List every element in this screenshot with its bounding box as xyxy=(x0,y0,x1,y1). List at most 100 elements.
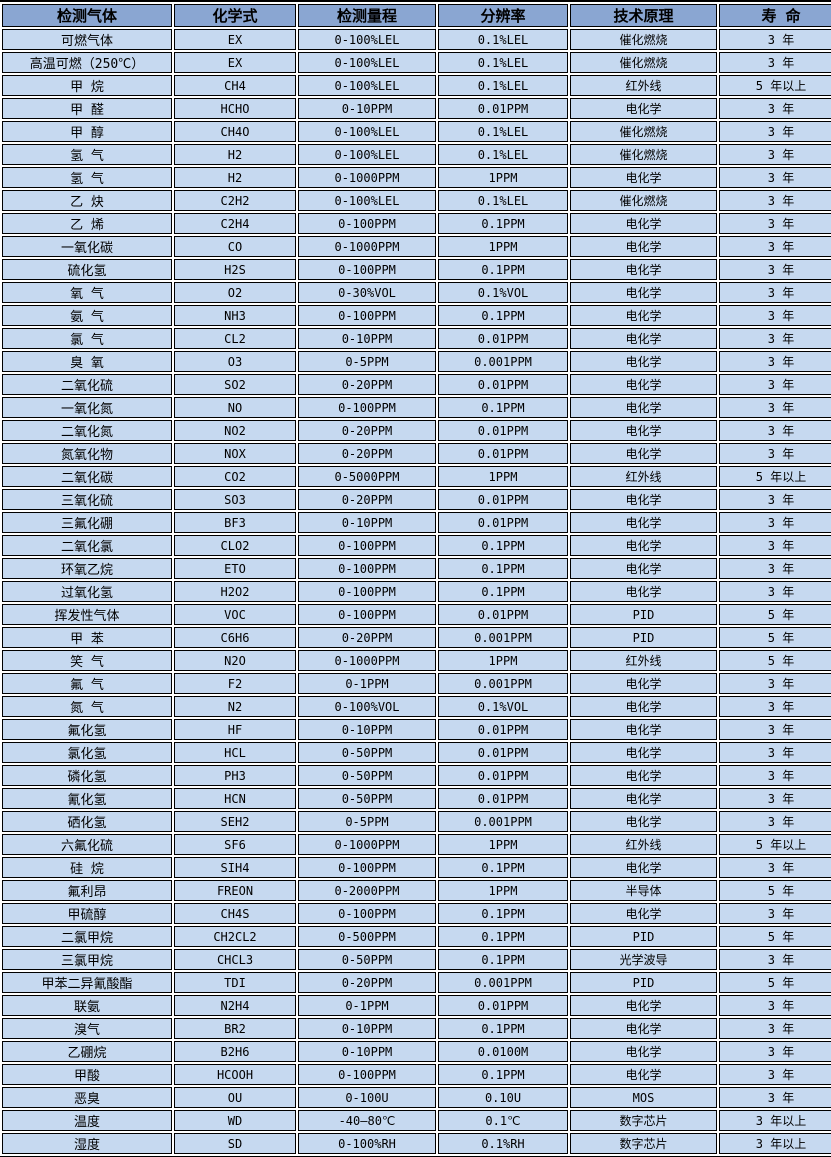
gas-name-cell: 氰化氢 xyxy=(2,788,172,809)
chemical-formula-cell: SF6 xyxy=(174,834,296,855)
chemical-formula-cell: HF xyxy=(174,719,296,740)
detection-range-cell: 0-5PPM xyxy=(298,351,436,372)
principle-cell: 电化学 xyxy=(570,443,717,464)
detection-range-cell: -40—80℃ xyxy=(298,1110,436,1131)
resolution-cell: 0.1%LEL xyxy=(438,75,568,96)
resolution-cell: 0.001PPM xyxy=(438,673,568,694)
principle-cell: 电化学 xyxy=(570,236,717,257)
principle-cell: 电化学 xyxy=(570,903,717,924)
chemical-formula-cell: CL2 xyxy=(174,328,296,349)
gas-name-cell: 甲苯二异氰酸酯 xyxy=(2,972,172,993)
gas-name-cell: 笑 气 xyxy=(2,650,172,671)
gas-name-cell: 氟化氢 xyxy=(2,719,172,740)
lifespan-cell: 3 年 xyxy=(719,1041,831,1062)
resolution-cell: 0.1PPM xyxy=(438,857,568,878)
gas-name-cell: 二氧化硫 xyxy=(2,374,172,395)
resolution-cell: 1PPM xyxy=(438,834,568,855)
lifespan-cell: 3 年 xyxy=(719,443,831,464)
detection-range-cell: 0-100PPM xyxy=(298,581,436,602)
lifespan-cell: 3 年 xyxy=(719,213,831,234)
chemical-formula-cell: SIH4 xyxy=(174,857,296,878)
lifespan-cell: 3 年 xyxy=(719,742,831,763)
table-row: 溴气 BR2 0-10PPM 0.1PPM 电化学 3 年 xyxy=(2,1018,831,1039)
table-row: 臭 氧 O3 0-5PPM 0.001PPM 电化学 3 年 xyxy=(2,351,831,372)
detection-range-cell: 0-1PPM xyxy=(298,995,436,1016)
gas-name-cell: 环氧乙烷 xyxy=(2,558,172,579)
principle-cell: 催化燃烧 xyxy=(570,190,717,211)
principle-cell: 电化学 xyxy=(570,788,717,809)
table-row: 氟利昂 FREON 0-2000PPM 1PPM 半导体 5 年 xyxy=(2,880,831,901)
resolution-cell: 0.1%LEL xyxy=(438,29,568,50)
resolution-cell: 0.01PPM xyxy=(438,995,568,1016)
principle-cell: 电化学 xyxy=(570,765,717,786)
gas-name-cell: 乙硼烷 xyxy=(2,1041,172,1062)
lifespan-cell: 3 年 xyxy=(719,696,831,717)
gas-name-cell: 恶臭 xyxy=(2,1087,172,1108)
principle-cell: 催化燃烧 xyxy=(570,29,717,50)
resolution-cell: 0.1PPM xyxy=(438,581,568,602)
detection-range-cell: 0-50PPM xyxy=(298,949,436,970)
gas-name-cell: 联氨 xyxy=(2,995,172,1016)
gas-name-cell: 硫化氢 xyxy=(2,259,172,280)
table-row: 可燃气体 EX 0-100%LEL 0.1%LEL 催化燃烧 3 年 xyxy=(2,29,831,50)
chemical-formula-cell: F2 xyxy=(174,673,296,694)
detection-range-cell: 0-100PPM xyxy=(298,213,436,234)
resolution-cell: 0.001PPM xyxy=(438,351,568,372)
gas-name-cell: 过氧化氢 xyxy=(2,581,172,602)
chemical-formula-cell: FREON xyxy=(174,880,296,901)
chemical-formula-cell: CH2CL2 xyxy=(174,926,296,947)
table-row: 甲 烷 CH4 0-100%LEL 0.1%LEL 红外线 5 年以上 xyxy=(2,75,831,96)
detection-range-cell: 0-100PPM xyxy=(298,558,436,579)
lifespan-cell: 5 年 xyxy=(719,972,831,993)
lifespan-cell: 3 年 xyxy=(719,581,831,602)
lifespan-cell: 3 年 xyxy=(719,305,831,326)
resolution-cell: 0.01PPM xyxy=(438,719,568,740)
gas-name-cell: 氢 气 xyxy=(2,167,172,188)
principle-cell: MOS xyxy=(570,1087,717,1108)
chemical-formula-cell: H2 xyxy=(174,167,296,188)
resolution-cell: 0.01PPM xyxy=(438,512,568,533)
table-row: 氧 气 O2 0-30%VOL 0.1%VOL 电化学 3 年 xyxy=(2,282,831,303)
resolution-cell: 0.10U xyxy=(438,1087,568,1108)
resolution-cell: 0.1%LEL xyxy=(438,121,568,142)
gas-name-cell: 甲 苯 xyxy=(2,627,172,648)
chemical-formula-cell: O3 xyxy=(174,351,296,372)
table-row: 甲 醇 CH4O 0-100%LEL 0.1%LEL 催化燃烧 3 年 xyxy=(2,121,831,142)
detection-range-cell: 0-100%VOL xyxy=(298,696,436,717)
table-row: 一氧化氮 NO 0-100PPM 0.1PPM 电化学 3 年 xyxy=(2,397,831,418)
lifespan-cell: 3 年以上 xyxy=(719,1133,831,1154)
gas-name-cell: 臭 氧 xyxy=(2,351,172,372)
gas-name-cell: 氮 气 xyxy=(2,696,172,717)
table-row: 乙硼烷 B2H6 0-10PPM 0.0100M 电化学 3 年 xyxy=(2,1041,831,1062)
principle-cell: 数字芯片 xyxy=(570,1133,717,1154)
gas-name-cell: 氨 气 xyxy=(2,305,172,326)
principle-cell: 电化学 xyxy=(570,305,717,326)
lifespan-cell: 3 年 xyxy=(719,857,831,878)
principle-cell: 红外线 xyxy=(570,834,717,855)
table-row: 二氯甲烷 CH2CL2 0-500PPM 0.1PPM PID 5 年 xyxy=(2,926,831,947)
detection-range-cell: 0-100%LEL xyxy=(298,29,436,50)
resolution-cell: 0.001PPM xyxy=(438,972,568,993)
chemical-formula-cell: H2O2 xyxy=(174,581,296,602)
chemical-formula-cell: NH3 xyxy=(174,305,296,326)
table-row: 氟 气 F2 0-1PPM 0.001PPM 电化学 3 年 xyxy=(2,673,831,694)
resolution-cell: 1PPM xyxy=(438,466,568,487)
chemical-formula-cell: PH3 xyxy=(174,765,296,786)
gas-name-cell: 甲 烷 xyxy=(2,75,172,96)
detection-range-cell: 0-20PPM xyxy=(298,489,436,510)
lifespan-cell: 3 年 xyxy=(719,903,831,924)
lifespan-cell: 3 年 xyxy=(719,236,831,257)
table-row: 高温可燃（250℃） EX 0-100%LEL 0.1%LEL 催化燃烧 3 年 xyxy=(2,52,831,73)
gas-name-cell: 氟利昂 xyxy=(2,880,172,901)
table-row: 氢 气 H2 0-1000PPM 1PPM 电化学 3 年 xyxy=(2,167,831,188)
principle-cell: 电化学 xyxy=(570,328,717,349)
lifespan-cell: 5 年以上 xyxy=(719,466,831,487)
principle-cell: 电化学 xyxy=(570,259,717,280)
resolution-cell: 0.1%LEL xyxy=(438,52,568,73)
gas-name-cell: 一氧化氮 xyxy=(2,397,172,418)
gas-name-cell: 可燃气体 xyxy=(2,29,172,50)
principle-cell: 电化学 xyxy=(570,696,717,717)
resolution-cell: 0.1PPM xyxy=(438,903,568,924)
detection-range-cell: 0-100PPM xyxy=(298,903,436,924)
